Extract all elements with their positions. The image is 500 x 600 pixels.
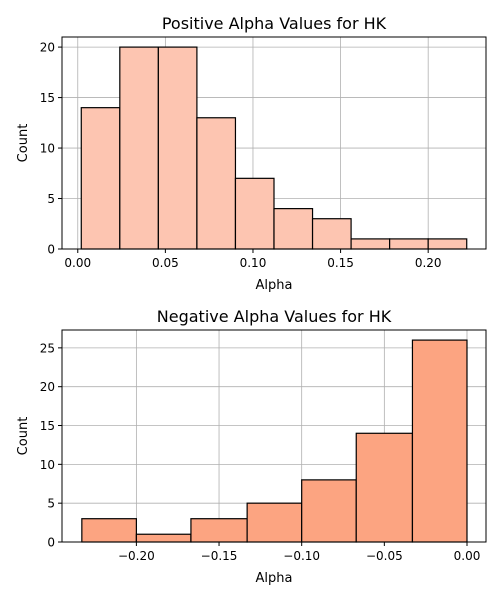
chart-1-ytick-label-4: 20 (40, 41, 55, 55)
chart-2-ytick-label-4: 20 (40, 380, 55, 394)
chart-2-xtick-label-0: −0.20 (118, 549, 155, 563)
chart-1-ytick-label-0: 0 (47, 243, 55, 257)
chart-2-plot-frame (61, 329, 487, 543)
chart-1-ytick-label-2: 10 (40, 142, 55, 156)
chart-1-ytick-label-3: 15 (40, 91, 55, 105)
chart-1-plot-frame (61, 36, 487, 250)
chart-1-bar-6 (311, 218, 352, 250)
chart-1-xlabel: Alpha (256, 278, 293, 293)
chart-1-xtick-label-4: 0.20 (415, 256, 442, 270)
chart-2-xtick-label-1: −0.15 (201, 549, 238, 563)
chart-2-ytick-label-0: 0 (47, 536, 55, 550)
chart-2-xtick-label-3: −0.05 (366, 549, 403, 563)
chart-1-bar-8 (389, 238, 429, 250)
chart-2: −0.20 −0.15 −0.10 −0.05 0.00 0 5 10 15 20 25 Negati… (16, 307, 487, 586)
chart-1-bar-5 (273, 208, 314, 250)
chart-2-ytick-label-2: 10 (40, 458, 55, 472)
chart-1-xtick-label-1: 0.05 (152, 256, 179, 270)
chart-1-bar-7 (350, 238, 391, 250)
chart-1-title: Positive Alpha Values for HK (162, 14, 387, 33)
chart-1-xtick-label-3: 0.15 (327, 256, 354, 270)
chart-2-bar-0 (81, 518, 137, 543)
chart-2-bar-4 (301, 479, 357, 543)
chart-1-bar-9 (427, 238, 468, 250)
chart-1: 0.00 0.05 0.10 0.15 0.20 0 5 10 15 20 Positive Alp… (16, 14, 487, 293)
chart-2-bar-5 (355, 432, 414, 543)
chart-2-title: Negative Alpha Values for HK (157, 307, 392, 326)
chart-1-ytick-label-1: 5 (47, 192, 55, 206)
chart-2-xtick-label-2: −0.10 (283, 549, 320, 563)
chart-1-bar-2 (157, 46, 198, 250)
chart-2-ytick-label-5: 25 (40, 341, 55, 355)
chart-2-bars (81, 339, 468, 543)
chart-2-ytick-label-1: 5 (47, 497, 55, 511)
chart-2-xlabel: Alpha (256, 571, 293, 586)
chart-1-xtick-label-2: 0.10 (240, 256, 267, 270)
chart-2-bar-3 (246, 502, 303, 543)
chart-2-ytick-label-3: 15 (40, 419, 55, 433)
chart-2-bar-6 (411, 339, 468, 543)
chart-1-bar-3 (196, 117, 237, 250)
chart-2-ylabel: Count (16, 417, 31, 456)
chart-1-xtick-label-0: 0.00 (64, 256, 91, 270)
chart-1-bar-0 (80, 107, 121, 250)
chart-2-bar-1 (135, 533, 192, 543)
chart-1-bar-4 (234, 177, 275, 250)
chart-2-bar-2 (190, 518, 248, 543)
chart-1-bar-1 (119, 46, 159, 250)
chart-1-ylabel: Count (16, 124, 31, 163)
chart-2-xtick-label-4: 0.00 (454, 549, 481, 563)
